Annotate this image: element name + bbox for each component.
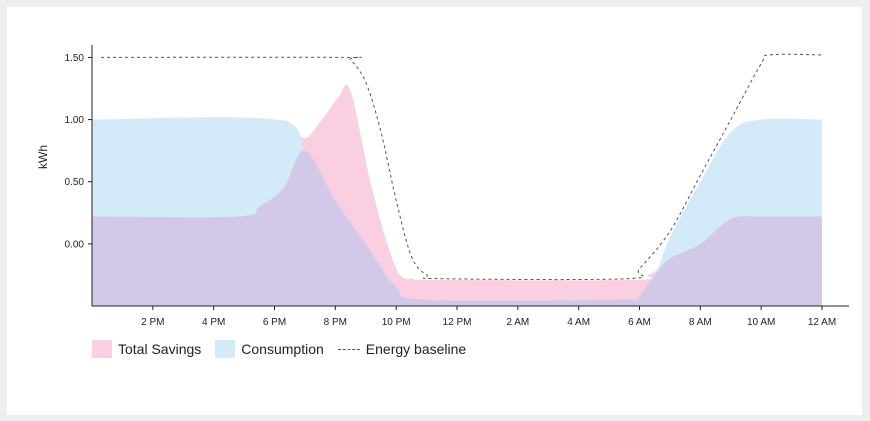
x-tick-label: 8 AM <box>689 317 712 327</box>
y-tick-label: 0.00 <box>65 239 85 250</box>
legend-item-energy-baseline[interactable]: Energy baseline <box>337 341 467 357</box>
legend-label-energy-baseline: Energy baseline <box>365 341 467 357</box>
legend-swatch-consumption <box>215 340 236 358</box>
y-tick-label: 1.00 <box>65 115 85 126</box>
series-line-energy-baseline <box>101 53 823 281</box>
x-tick-label: 2 PM <box>141 317 164 327</box>
legend-swatch-energy-baseline <box>337 348 360 350</box>
x-tick-label: 10 AM <box>747 317 775 327</box>
x-tick-label: 8 PM <box>324 317 347 327</box>
area-layer <box>92 84 822 307</box>
legend-label-total-savings: Total Savings <box>118 341 202 357</box>
y-tick-label: 0.50 <box>65 177 85 188</box>
line-layer <box>101 53 823 281</box>
x-tick-label: 6 AM <box>628 317 651 327</box>
energy-chart: 1.50 1.00 0.50 0.00 2 PM 4 PM 6 PM 8 PM 10 PM 12 … <box>36 45 849 327</box>
y-axis-title: kWh <box>36 145 50 169</box>
chart-card: 1.50 1.00 0.50 0.00 2 PM 4 PM 6 PM 8 PM 10 PM 12 … <box>7 7 862 415</box>
legend-item-total-savings[interactable]: Total Savings <box>92 340 201 358</box>
legend: Total Savings Consumption Energy baselin… <box>92 340 480 358</box>
x-tick-label: 2 AM <box>506 317 529 327</box>
legend-label-consumption: Consumption <box>241 341 324 357</box>
x-tick-label: 6 PM <box>263 317 286 327</box>
x-tick-label: 10 PM <box>382 317 411 327</box>
x-tick-label: 4 AM <box>567 317 590 327</box>
legend-item-consumption[interactable]: Consumption <box>215 340 324 358</box>
x-tick-label: 4 PM <box>202 317 225 327</box>
series-area-overlap <box>92 150 822 306</box>
x-tick-label: 12 AM <box>808 317 836 327</box>
y-tick-label: 1.50 <box>65 53 85 64</box>
axes-layer: 1.50 1.00 0.50 0.00 2 PM 4 PM 6 PM 8 PM 10 PM 12 … <box>65 45 849 327</box>
legend-swatch-total-savings <box>92 340 112 358</box>
x-tick-label: 12 PM <box>443 317 472 327</box>
